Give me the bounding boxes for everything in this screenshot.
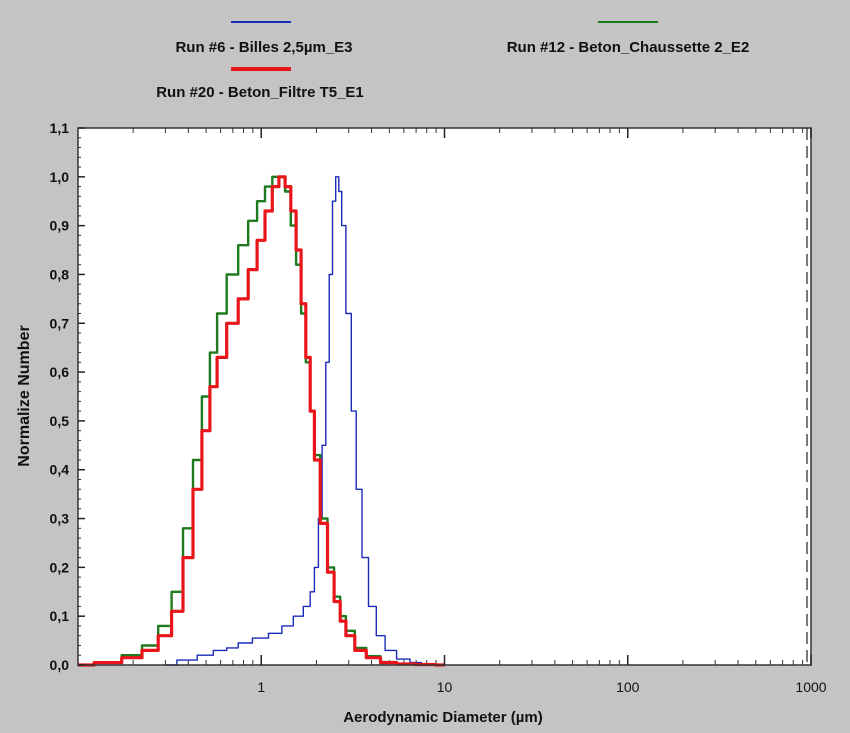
y-tick-label: 0,0 xyxy=(50,657,70,673)
y-tick-label: 0,3 xyxy=(50,511,70,527)
x-tick-label: 10 xyxy=(437,679,453,695)
legend-label: Run #6 - Billes 2,5µm_E3 xyxy=(175,39,352,56)
plot-area xyxy=(78,128,811,665)
axes: 0,0 0,1 0,2 0,3 0,4 0,5 0,6 0,7 0,8 0,9 1,0 1,1 1 10 1… xyxy=(50,120,827,695)
y-tick-label: 0,1 xyxy=(50,608,70,624)
series-line-2 xyxy=(78,175,445,667)
x-tick-label: 1000 xyxy=(795,679,826,695)
series-group xyxy=(78,175,445,667)
y-tick-label: 0,5 xyxy=(50,413,70,429)
y-axis-title: Normalize Number xyxy=(16,325,33,466)
series-line-3 xyxy=(78,175,445,667)
y-tick-label: 1,1 xyxy=(50,120,70,136)
y-tick-label: 0,2 xyxy=(50,559,70,575)
x-tick-label: 100 xyxy=(616,679,640,695)
y-tick-label: 0,9 xyxy=(50,218,70,234)
legend: Run #6 - Billes 2,5µm_E3 Run #12 - Beton_… xyxy=(156,21,750,101)
y-tick-label: 0,7 xyxy=(50,315,70,331)
x-tick-label: 1 xyxy=(257,679,265,695)
y-tick-label: 1,0 xyxy=(50,169,70,185)
y-tick-label: 0,4 xyxy=(50,462,70,478)
legend-label: Run #20 - Beton_Filtre T5_E1 xyxy=(156,84,364,101)
series-line-1 xyxy=(165,176,445,666)
y-tick-label: 0,8 xyxy=(50,266,70,282)
legend-label: Run #12 - Beton_Chaussette 2_E2 xyxy=(507,39,750,56)
y-tick-label: 0,6 xyxy=(50,364,70,380)
x-axis-title: Aerodynamic Diameter (µm) xyxy=(343,709,543,726)
